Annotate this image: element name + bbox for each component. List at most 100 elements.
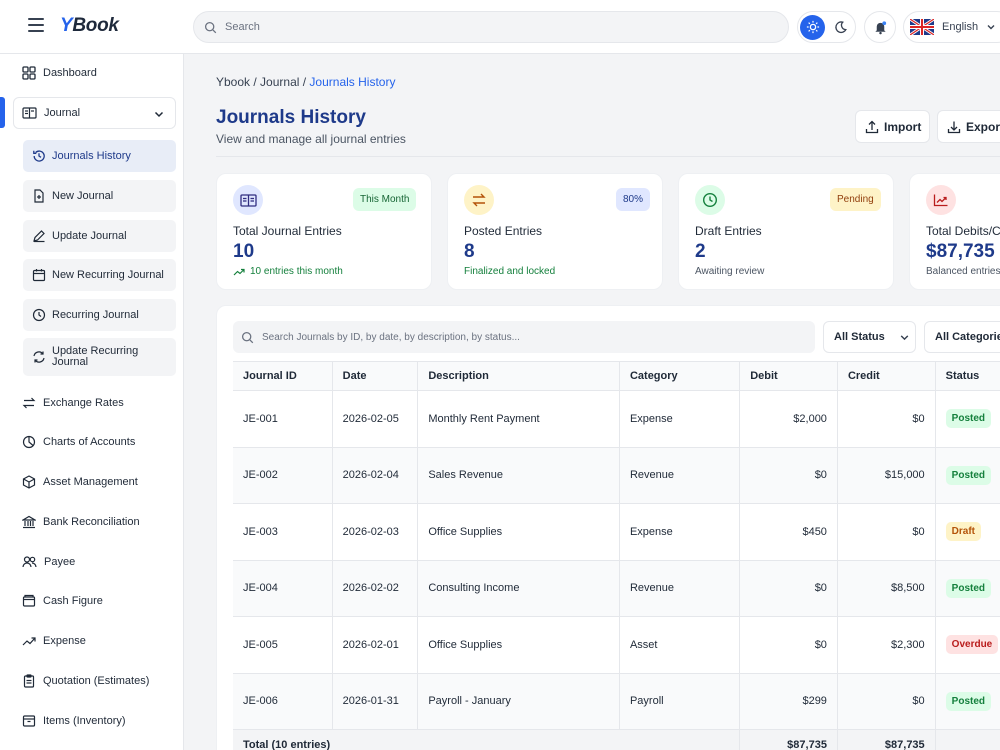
theme-toggle[interactable] [797,11,856,43]
table-row[interactable]: JE-003 2026-02-03 Office Supplies Expense $4… [233,503,1000,561]
app-logo[interactable]: YBook [60,15,119,36]
cell-category: Payroll [619,673,741,730]
cell-category: Expense [619,390,741,448]
cell-debit: $0 [739,616,838,674]
table-row[interactable]: JE-006 2026-01-31 Payroll - January Payroll… [233,673,1000,730]
menu-icon[interactable] [28,18,44,32]
column-header[interactable]: Credit [837,361,936,391]
journals-table-panel: All Status All Categories Journal ID Dat… [216,305,1000,750]
cell-debit: $299 [739,673,838,730]
chevron-down-icon [987,25,995,30]
table-footer-row: Total (10 entries) $87,735 $87,735 [233,729,1000,750]
cell-description: Sales Revenue [417,447,620,504]
table-header-row: Journal ID Date Description Category Deb… [233,361,1000,391]
sidebar-item-items-inventory[interactable]: Items (Inventory) [22,714,126,728]
sidebar-item-new-journal[interactable]: New Journal [23,180,176,212]
column-header[interactable]: Debit [739,361,838,391]
sidebar-item-label: Quotation (Estimates) [43,675,150,687]
card-label: Draft Entries [695,224,762,238]
search-input[interactable] [225,21,765,33]
sidebar-item-label: New Journal [52,190,114,202]
sidebar-item-journals-history[interactable]: Journals History [23,140,176,172]
total-status-cell [935,729,1000,750]
sidebar-item-dashboard[interactable]: Dashboard [22,66,97,80]
light-mode-button[interactable] [800,14,825,40]
pencil-icon [33,230,45,243]
table-row[interactable]: JE-001 2026-02-05 Monthly Rent Payment Expe… [233,390,1000,448]
breadcrumb-section[interactable]: Journal [260,75,300,89]
sidebar-item-update-journal[interactable]: Update Journal [23,220,176,252]
card-value: $87,735 [926,241,995,262]
card-badge: Pending [830,188,881,211]
column-header[interactable]: Date [332,361,419,391]
status-badge: Posted [945,465,992,485]
calendar-icon [32,269,46,282]
sidebar-item-label: Payee [44,556,76,568]
search-icon [204,21,217,33]
sidebar-item-charts-of-accounts[interactable]: Charts of Accounts [22,435,135,449]
cell-id: JE-002 [233,447,333,504]
grid-icon [22,66,36,80]
total-label: Total (10 entries) [233,729,741,750]
global-search[interactable] [193,11,789,43]
table-row[interactable]: JE-002 2026-02-04 Sales Revenue Revenue $0 $1… [233,447,1000,504]
table-search[interactable] [233,321,815,353]
cell-description: Payroll - January [417,673,620,730]
column-header[interactable]: Description [417,361,620,391]
cell-category: Revenue [619,447,741,504]
dark-mode-button[interactable] [828,15,853,40]
book-icon [22,107,37,119]
book-open-icon [233,185,263,215]
column-header[interactable]: Journal ID [233,361,333,391]
sidebar-item-expense[interactable]: Expense [22,634,86,648]
sidebar-item-asset-management[interactable]: Asset Management [22,475,138,489]
category-filter-select[interactable]: All Categories [924,321,1000,353]
stat-card-draft-entries: Pending Draft Entries 2 Awaiting review [678,173,894,290]
cell-status: Draft [935,503,1000,561]
history-icon [33,150,45,162]
cell-credit: $2,300 [837,616,936,674]
sidebar-item-exchange-rates[interactable]: Exchange Rates [22,396,124,410]
table-row[interactable]: JE-004 2026-02-02 Consulting Income Revenue… [233,560,1000,617]
column-header[interactable]: Status [935,361,1000,391]
import-button[interactable]: Import [855,110,930,143]
notifications-button[interactable] [864,11,896,43]
card-note: Balanced entries [926,266,1000,277]
breadcrumb-root[interactable]: Ybook [216,75,251,89]
card-badge: 80% [616,188,651,211]
table-search-input[interactable] [262,331,802,343]
sidebar-item-update-recurring-journal[interactable]: Update Recurring Journal [23,338,176,376]
sidebar-item-label: Bank Reconciliation [43,516,140,528]
clock-icon [695,185,725,215]
cell-status: Posted [935,390,1000,448]
cell-status: Posted [935,673,1000,730]
language-selector[interactable]: English [903,11,1000,43]
sidebar-item-recurring-journal[interactable]: Recurring Journal [23,299,176,331]
exchange-icon [22,397,36,409]
moon-icon [834,21,847,34]
status-filter-select[interactable]: All Status [823,321,916,353]
sidebar-item-payee[interactable]: Payee [22,555,75,569]
cell-debit: $0 [739,560,838,617]
total-debit: $87,735 [739,729,838,750]
sidebar-item-quotation[interactable]: Quotation (Estimates) [22,674,149,688]
cell-credit: $0 [837,673,936,730]
column-header[interactable]: Category [619,361,741,391]
uk-flag-icon [910,19,934,35]
bell-icon [874,20,886,34]
sidebar-item-bank-reconciliation[interactable]: Bank Reconciliation [22,515,140,529]
clock-icon [32,308,46,322]
pie-chart-icon [22,435,36,449]
divider [216,156,1000,157]
sidebar-item-cash-figure[interactable]: Cash Figure [22,594,103,608]
export-button[interactable]: Export [937,110,1000,143]
sidebar-item-new-recurring-journal[interactable]: New Recurring Journal [23,259,176,291]
status-badge: Draft [945,522,982,542]
cell-date: 2026-02-01 [332,616,419,674]
sidebar-item-journal[interactable]: Journal [13,97,176,129]
table-row[interactable]: JE-005 2026-02-01 Office Supplies Asset $0 $2… [233,616,1000,674]
file-plus-icon [34,189,44,203]
transfer-icon [464,185,494,215]
cell-debit: $450 [739,503,838,561]
chevron-down-icon [154,111,164,118]
